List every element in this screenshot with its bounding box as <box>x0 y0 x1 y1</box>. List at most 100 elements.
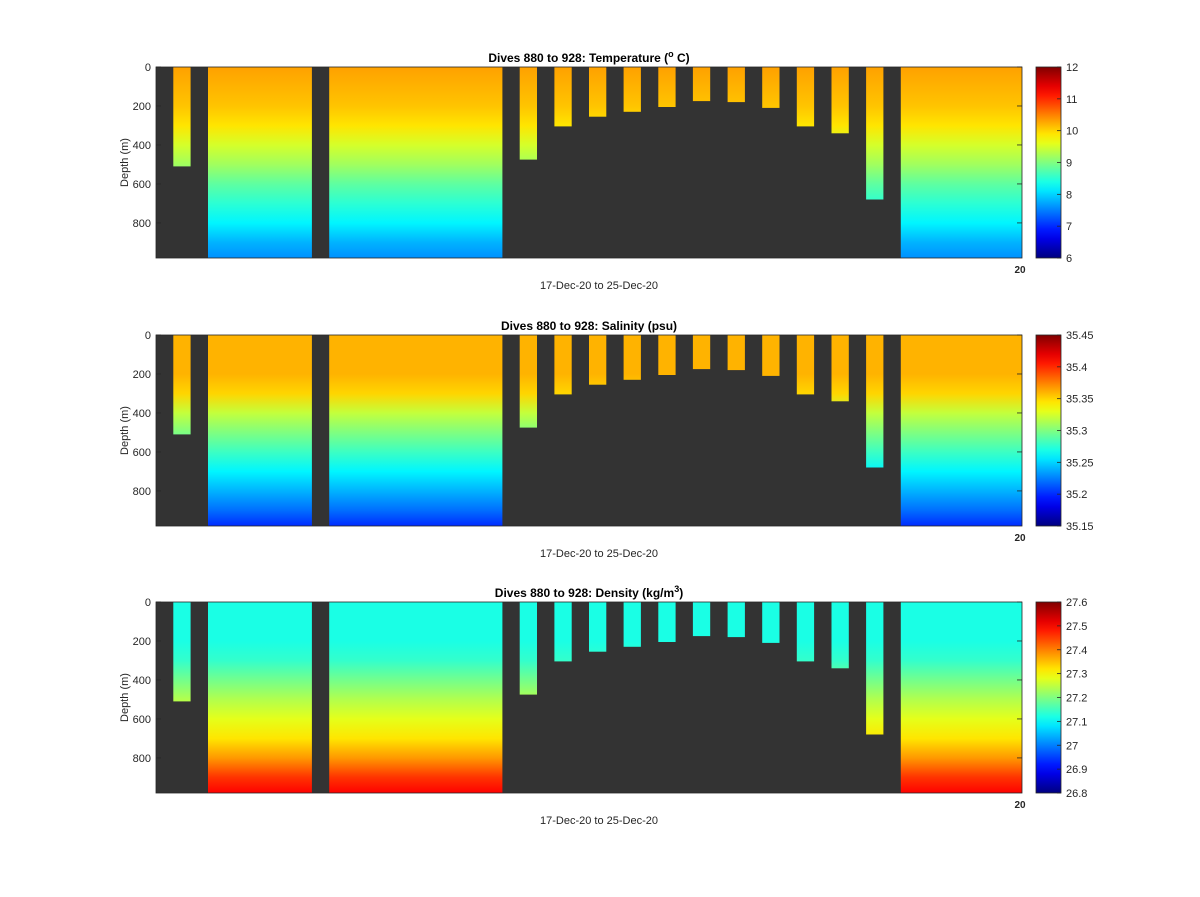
dive-profile-13 <box>831 335 849 402</box>
y-tick-label: 200 <box>133 636 151 648</box>
dive-profile-6 <box>589 67 607 117</box>
dive-profile-1 <box>173 335 191 435</box>
x-tick-label: 20 <box>1014 265 1026 276</box>
colorbar-tick-label: 27.4 <box>1066 645 1087 657</box>
dive-profile-3 <box>329 335 503 526</box>
dive-profile-14 <box>866 67 884 200</box>
x-tick-label: 20 <box>1014 800 1026 811</box>
dive-profile-13 <box>831 67 849 134</box>
dive-profile-9 <box>692 67 711 102</box>
dive-profile-4 <box>519 602 537 695</box>
dive-profile-11 <box>762 602 780 643</box>
dive-profile-7 <box>623 335 641 380</box>
colorbar-tick-label: 26.9 <box>1066 764 1087 776</box>
dive-profile-11 <box>762 67 780 108</box>
panel-salinity: 0 200 400 600 800 20 Dives 880 to 928: Salinit… <box>119 319 1094 560</box>
dive-profile-14 <box>866 335 884 468</box>
dive-profile-10 <box>727 67 745 103</box>
x-tick-label: 20 <box>1014 533 1026 544</box>
colorbar-tick-label: 35.4 <box>1066 362 1087 374</box>
colorbar-tick-label: 35.25 <box>1066 457 1094 469</box>
y-tick-label: 400 <box>133 140 151 152</box>
dive-profile-4 <box>519 335 537 428</box>
dive-profile-15 <box>900 67 1022 258</box>
colorbar-tick-label: 35.2 <box>1066 489 1087 501</box>
colorbar-tick-label: 11 <box>1066 94 1077 106</box>
y-axis-label: Depth (m) <box>119 138 131 187</box>
y-tick-label: 800 <box>133 218 151 230</box>
dive-profile-5 <box>554 335 572 395</box>
colorbar: 35.15 35.2 35.25 35.3 35.35 35.4 35.45 <box>1035 330 1094 533</box>
dive-profile-5 <box>554 67 572 127</box>
y-tick-label: 800 <box>133 486 151 498</box>
dive-profile-13 <box>831 602 849 669</box>
colorbar: 26.8 26.9 27 27.1 27.2 27.3 27.4 27.5 27.6 <box>1035 597 1087 800</box>
colorbar-tick-label: 27.6 <box>1066 597 1087 609</box>
dive-profile-9 <box>692 335 711 370</box>
y-tick-label: 0 <box>145 62 151 74</box>
dive-profile-8 <box>658 67 676 107</box>
colorbar-tick-label: 35.3 <box>1066 426 1087 438</box>
dive-profile-1 <box>173 602 191 702</box>
y-tick-label: 200 <box>133 101 151 113</box>
y-axis-label: Depth (m) <box>119 673 131 722</box>
y-tick-label: 0 <box>145 330 151 342</box>
colorbar-tick-label: 27.3 <box>1066 669 1087 681</box>
dive-profile-8 <box>658 602 676 642</box>
colorbar-tick-label: 8 <box>1066 189 1072 201</box>
dive-profile-10 <box>727 335 745 371</box>
y-tick-label: 200 <box>133 369 151 381</box>
chart-title: Dives 880 to 928: Salinity (psu) <box>501 319 677 333</box>
dive-profile-15 <box>900 602 1022 793</box>
dive-profile-3 <box>329 602 503 793</box>
colorbar-tick-label: 27 <box>1066 740 1078 752</box>
dive-profile-4 <box>519 67 537 160</box>
dive-profile-2 <box>208 67 312 258</box>
y-tick-label: 400 <box>133 675 151 687</box>
dive-profile-2 <box>208 602 312 793</box>
y-tick-label: 600 <box>133 179 151 191</box>
colorbar-tick-label: 27.2 <box>1066 693 1087 705</box>
chart-title: Dives 880 to 928: Temperature (o C) <box>488 49 689 65</box>
dive-profile-3 <box>329 67 503 258</box>
plot-frame <box>155 66 1023 259</box>
dive-profile-5 <box>554 602 572 662</box>
dive-profile-1 <box>173 67 191 167</box>
dive-profile-12 <box>796 602 815 662</box>
colorbar-scale <box>1035 601 1062 794</box>
dive-profile-9 <box>692 602 711 637</box>
dive-profile-15 <box>900 335 1022 526</box>
colorbar-tick-label: 7 <box>1066 221 1072 233</box>
dive-profile-14 <box>866 602 884 735</box>
plot-frame <box>155 601 1023 794</box>
x-axis-label: 17-Dec-20 to 25-Dec-20 <box>540 280 658 292</box>
y-tick-label: 600 <box>133 714 151 726</box>
dive-profile-7 <box>623 67 641 112</box>
y-tick-label: 800 <box>133 753 151 765</box>
colorbar-tick-label: 27.5 <box>1066 621 1087 633</box>
x-axis-label: 17-Dec-20 to 25-Dec-20 <box>540 815 658 827</box>
colorbar-tick-label: 9 <box>1066 158 1072 170</box>
colorbar-tick-label: 35.15 <box>1066 521 1094 533</box>
panel-density: 0 200 400 600 800 20 Dives 880 to 928: Density… <box>119 584 1087 827</box>
y-axis-label: Depth (m) <box>119 406 131 455</box>
chart-title: Dives 880 to 928: Density (kg/m3) <box>495 584 683 600</box>
dive-profile-2 <box>208 335 312 526</box>
colorbar-tick-label: 12 <box>1066 62 1078 74</box>
dive-profile-7 <box>623 602 641 647</box>
y-tick-label: 400 <box>133 408 151 420</box>
colorbar-scale <box>1035 66 1062 259</box>
y-tick-label: 0 <box>145 597 151 609</box>
colorbar-tick-label: 35.35 <box>1066 394 1094 406</box>
dive-profile-12 <box>796 67 815 127</box>
dive-profile-6 <box>589 335 607 385</box>
colorbar-tick-label: 10 <box>1066 126 1078 138</box>
dive-profile-11 <box>762 335 780 376</box>
x-axis-label: 17-Dec-20 to 25-Dec-20 <box>540 548 658 560</box>
colorbar-scale <box>1035 334 1062 527</box>
colorbar-tick-label: 27.1 <box>1066 716 1087 728</box>
colorbar-tick-label: 6 <box>1066 253 1072 265</box>
dive-profile-12 <box>796 335 815 395</box>
